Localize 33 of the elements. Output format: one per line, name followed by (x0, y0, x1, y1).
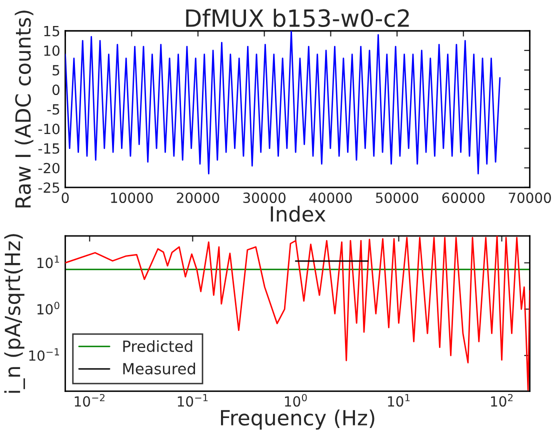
y-tick-label: -5 (47, 104, 60, 115)
x-tick-label: 10$^{−1}$ (178, 394, 208, 407)
x-axis-title: Index (270, 206, 326, 222)
x-tick-label: 60000 (442, 192, 485, 204)
x-axis-title: Frequency (Hz) (221, 409, 374, 430)
y-tick-label: 10$^{−1}$ (29, 348, 59, 361)
y-tick-label: -25 (38, 182, 60, 193)
x-tick-label: 20000 (176, 192, 220, 204)
x-tick-label: 10000 (111, 192, 153, 204)
chart-title: DfMUX b153-w0-c2 (186, 8, 409, 28)
legend-label: Measured (123, 362, 196, 374)
y-tick-label: 15 (44, 26, 60, 36)
y-tick-label: 10$^{0}$ (37, 302, 60, 315)
y-axis-title: Raw I (ADC counts) (14, 10, 34, 208)
x-tick-label: 50000 (376, 192, 418, 204)
x-tick-label: 10$^{0}$ (285, 394, 307, 407)
x-tick-label: 10$^{−2}$ (74, 394, 104, 407)
y-tick-label: 5 (52, 65, 60, 76)
y-tick-label: -20 (38, 162, 60, 174)
line-series (65, 30, 501, 174)
x-tick-label: 40000 (309, 192, 352, 204)
x-tick-label: 10$^{1}$ (388, 394, 410, 407)
y-tick-label: -10 (38, 124, 60, 134)
y-tick-label: -15 (38, 143, 60, 154)
x-tick-label: 10$^{2}$ (491, 394, 513, 407)
x-tick-label: 0 (62, 192, 69, 204)
y-tick-label: 10$^{1}$ (37, 256, 60, 268)
legend-label: Predicted (123, 340, 192, 352)
y-tick-label: 10 (44, 45, 60, 56)
y-tick-label: 0 (52, 84, 60, 96)
x-tick-label: 30000 (243, 192, 286, 204)
x-tick-label: 70000 (508, 192, 551, 204)
y-axis-title: i_n (pA/sqrt(Hz) (4, 234, 25, 393)
